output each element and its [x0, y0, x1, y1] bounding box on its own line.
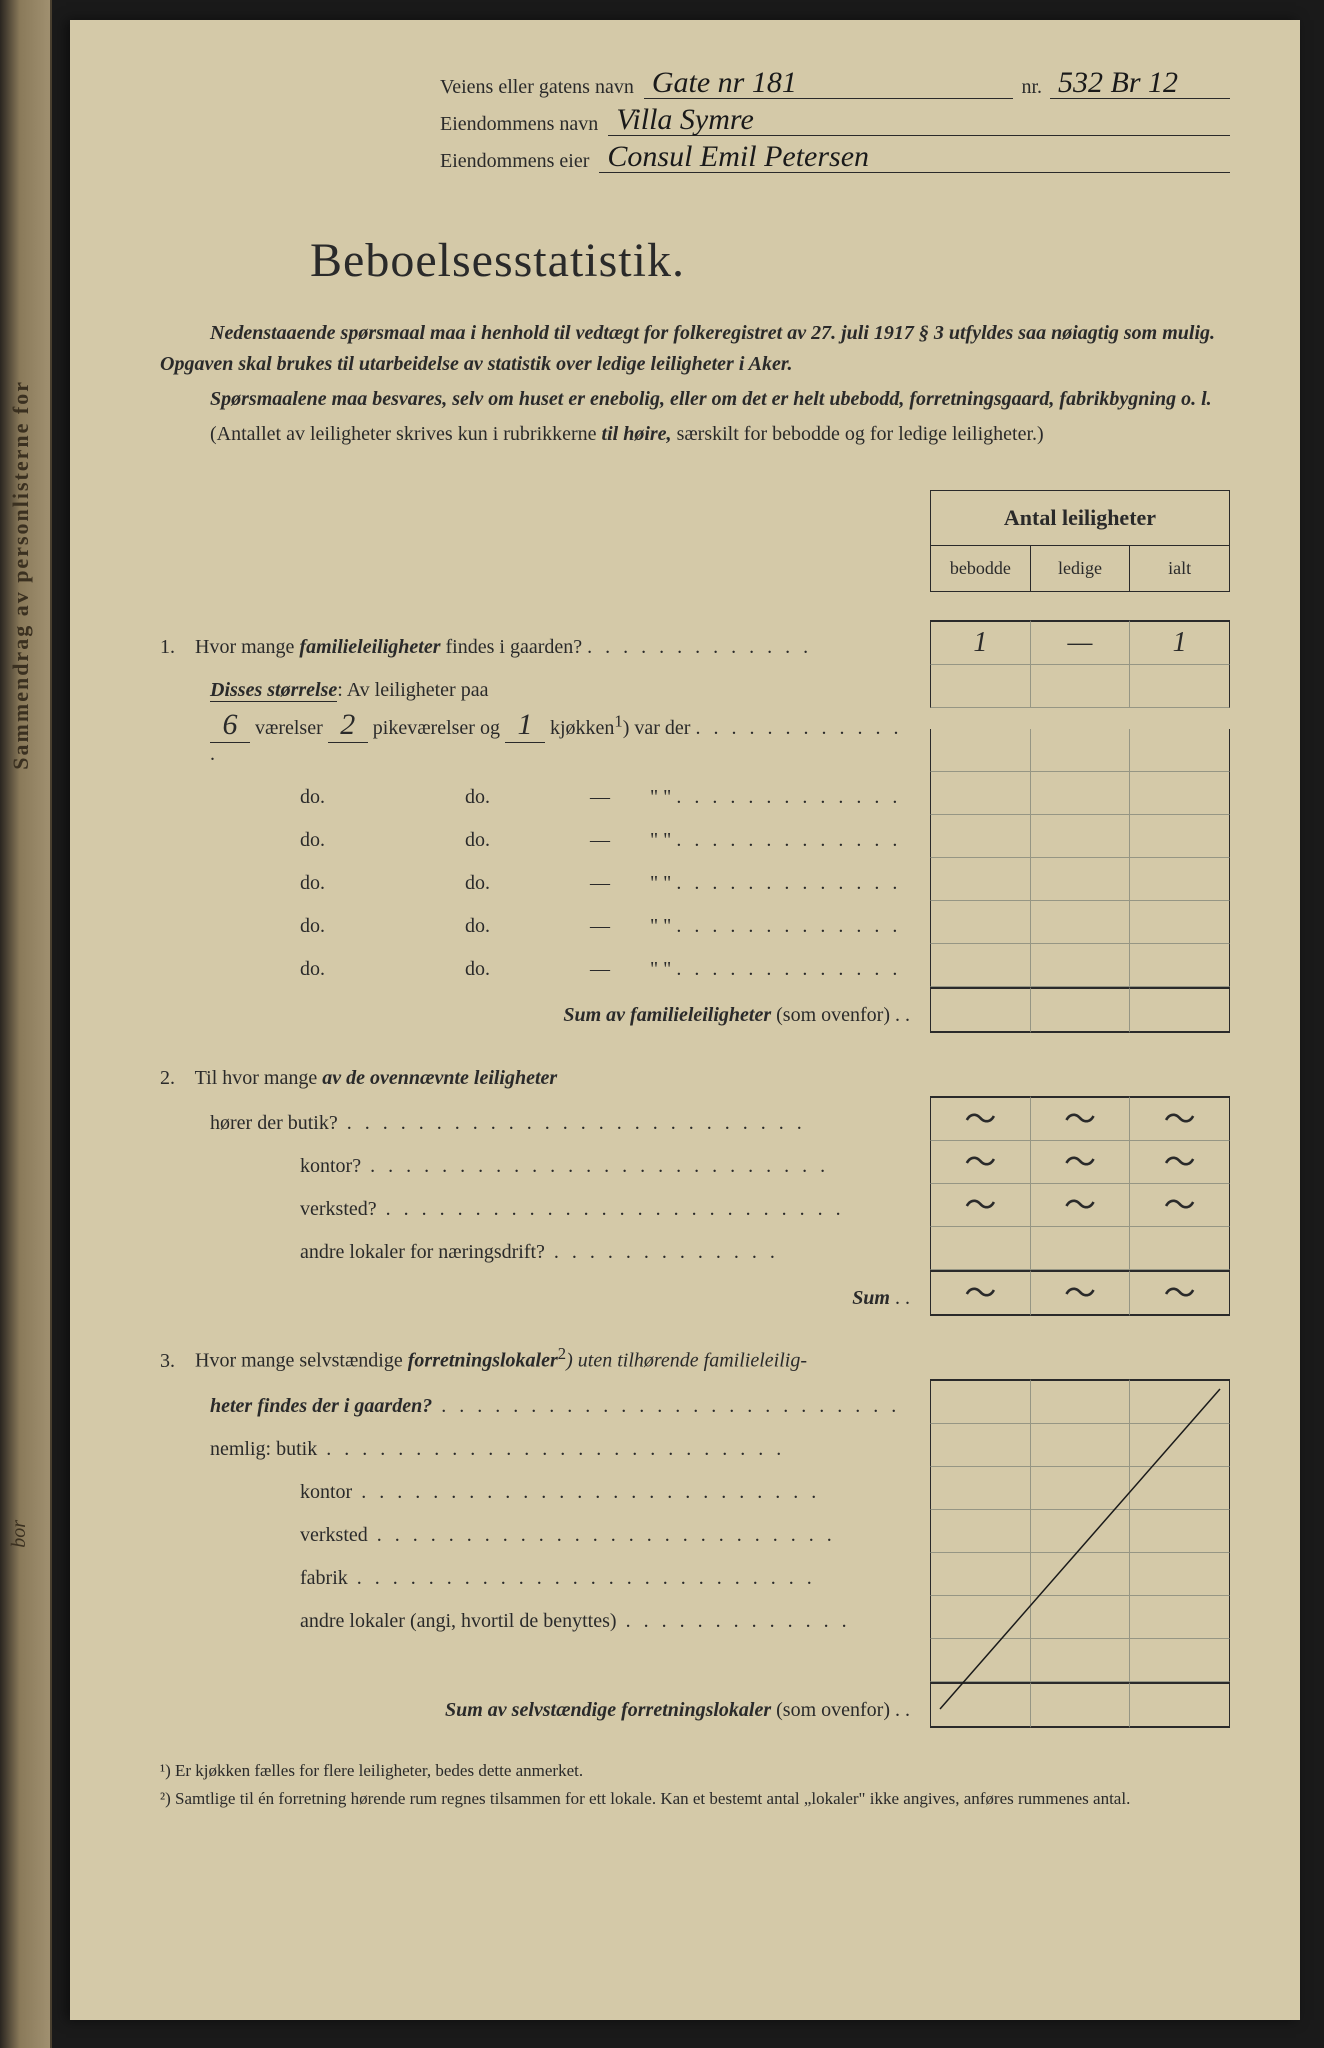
col-subheads: bebodde ledige ialt [930, 545, 1230, 592]
q2-row: 2. Til hvor mange av de ovennævnte leili… [160, 1053, 1230, 1096]
col-title: Antal leiligheter [930, 490, 1230, 545]
street-label: Veiens eller gatens navn [440, 76, 644, 99]
intro-p2: Spørsmaalene maa besvares, selv om huset… [160, 384, 1230, 415]
q1-row: 1. Hvor mange familieleiligheter findes … [160, 620, 1230, 665]
q3-blank [160, 1639, 1230, 1682]
spine-text: Sammendrag av personlisterne for [8, 380, 34, 770]
q2-verksted: verksted? 〜〜〜 [160, 1184, 1230, 1227]
header-street-row: Veiens eller gatens navn Gate nr 181 nr.… [440, 70, 1230, 99]
q3-sum: Sum av selvstændige forretningslokaler (… [160, 1682, 1230, 1728]
q3-row1: 3. Hvor mange selvstændige forretningslo… [160, 1336, 1230, 1379]
footnote-1: ¹) Er kjøkken fælles for flere leilighet… [160, 1758, 1230, 1784]
header-propname-row: Eiendommens navn Villa Symre [440, 107, 1230, 136]
q1-size-line1: 6 værelser 2 pikeværelser og 1 kjøkken1)… [160, 708, 1230, 772]
spine-text-2: bor [8, 1520, 31, 1548]
header-owner-row: Eiendommens eier Consul Emil Petersen [440, 144, 1230, 173]
q1-bebodde: 1 [930, 620, 1030, 665]
q1-ledige: — [1030, 620, 1130, 665]
q1-do-row: do.do.—" " [160, 901, 1230, 944]
col-bebodde: bebodde [931, 546, 1031, 591]
propname-value: Villa Symre [616, 103, 753, 137]
intro-text: Nedenstaaende spørsmaal maa i henhold ti… [160, 318, 1230, 450]
book-spine: Sammendrag av personlisterne for bor [0, 0, 52, 2048]
q2-sum: Sum . . 〜〜〜 [160, 1270, 1230, 1316]
q1-sum-row: Sum av familieleiligheter (som ovenfor) … [160, 987, 1230, 1033]
propname-label: Eiendommens navn [440, 113, 608, 136]
q3-butik: nemlig: butik [160, 1424, 1230, 1467]
nr-value-line: 532 Br 12 [1050, 70, 1230, 99]
form-paper: Veiens eller gatens navn Gate nr 181 nr.… [70, 20, 1300, 2020]
q2-butik: hører der butik? 〜〜〜 [160, 1096, 1230, 1141]
propname-value-line: Villa Symre [608, 107, 1230, 136]
q3-row2: heter findes der i gaarden? [160, 1379, 1230, 1424]
column-headers: Antal leiligheter bebodde ledige ialt [930, 490, 1230, 592]
owner-value-line: Consul Emil Petersen [599, 144, 1230, 173]
intro-p1: Nedenstaaende spørsmaal maa i henhold ti… [160, 318, 1230, 380]
col-ialt: ialt [1130, 546, 1229, 591]
page-title: Beboelsesstatistik. [310, 233, 1230, 288]
q1-cells: 1 — 1 [930, 620, 1230, 665]
questions: 1. Hvor mange familieleiligheter findes … [160, 490, 1230, 1728]
q1-text: 1. Hvor mange familieleiligheter findes … [160, 636, 930, 665]
q1-do-row: do.do.—" " [160, 944, 1230, 987]
q3-andre: andre lokaler (angi, hvortil de benyttes… [160, 1596, 1230, 1639]
footnotes: ¹) Er kjøkken fælles for flere leilighet… [160, 1758, 1230, 1811]
q1-size-row: Disses størrelse: Av leiligheter paa [160, 665, 1230, 708]
nr-label: nr. [1013, 76, 1050, 99]
nr-value: 532 Br 12 [1058, 66, 1178, 100]
header-block: Veiens eller gatens navn Gate nr 181 nr.… [440, 70, 1230, 173]
q1-size-text: Disses størrelse: Av leiligheter paa [160, 679, 930, 708]
intro-p3: (Antallet av leiligheter skrives kun i r… [160, 419, 1230, 450]
q3-kontor: kontor [160, 1467, 1230, 1510]
q2-kontor: kontor? 〜〜〜 [160, 1141, 1230, 1184]
q1-do-row: do.do.—" " [160, 815, 1230, 858]
q3-fabrik: fabrik [160, 1553, 1230, 1596]
table-area: Antal leiligheter bebodde ledige ialt 1.… [160, 490, 1230, 1728]
owner-value: Consul Emil Petersen [607, 140, 869, 174]
q1-do-row: do.do.—" " [160, 772, 1230, 815]
q1-do-row: do.do.—" " [160, 858, 1230, 901]
page: Sammendrag av personlisterne for bor Vei… [0, 0, 1324, 2048]
col-ledige: ledige [1031, 546, 1131, 591]
q1-ialt: 1 [1129, 620, 1230, 665]
q3-verksted: verksted [160, 1510, 1230, 1553]
street-value-line: Gate nr 181 [644, 70, 1014, 99]
owner-label: Eiendommens eier [440, 150, 599, 173]
footnote-2: ²) Samtlige til én forretning hørende ru… [160, 1786, 1230, 1812]
street-value: Gate nr 181 [652, 66, 797, 100]
q2-andre: andre lokaler for næringsdrift? [160, 1227, 1230, 1270]
